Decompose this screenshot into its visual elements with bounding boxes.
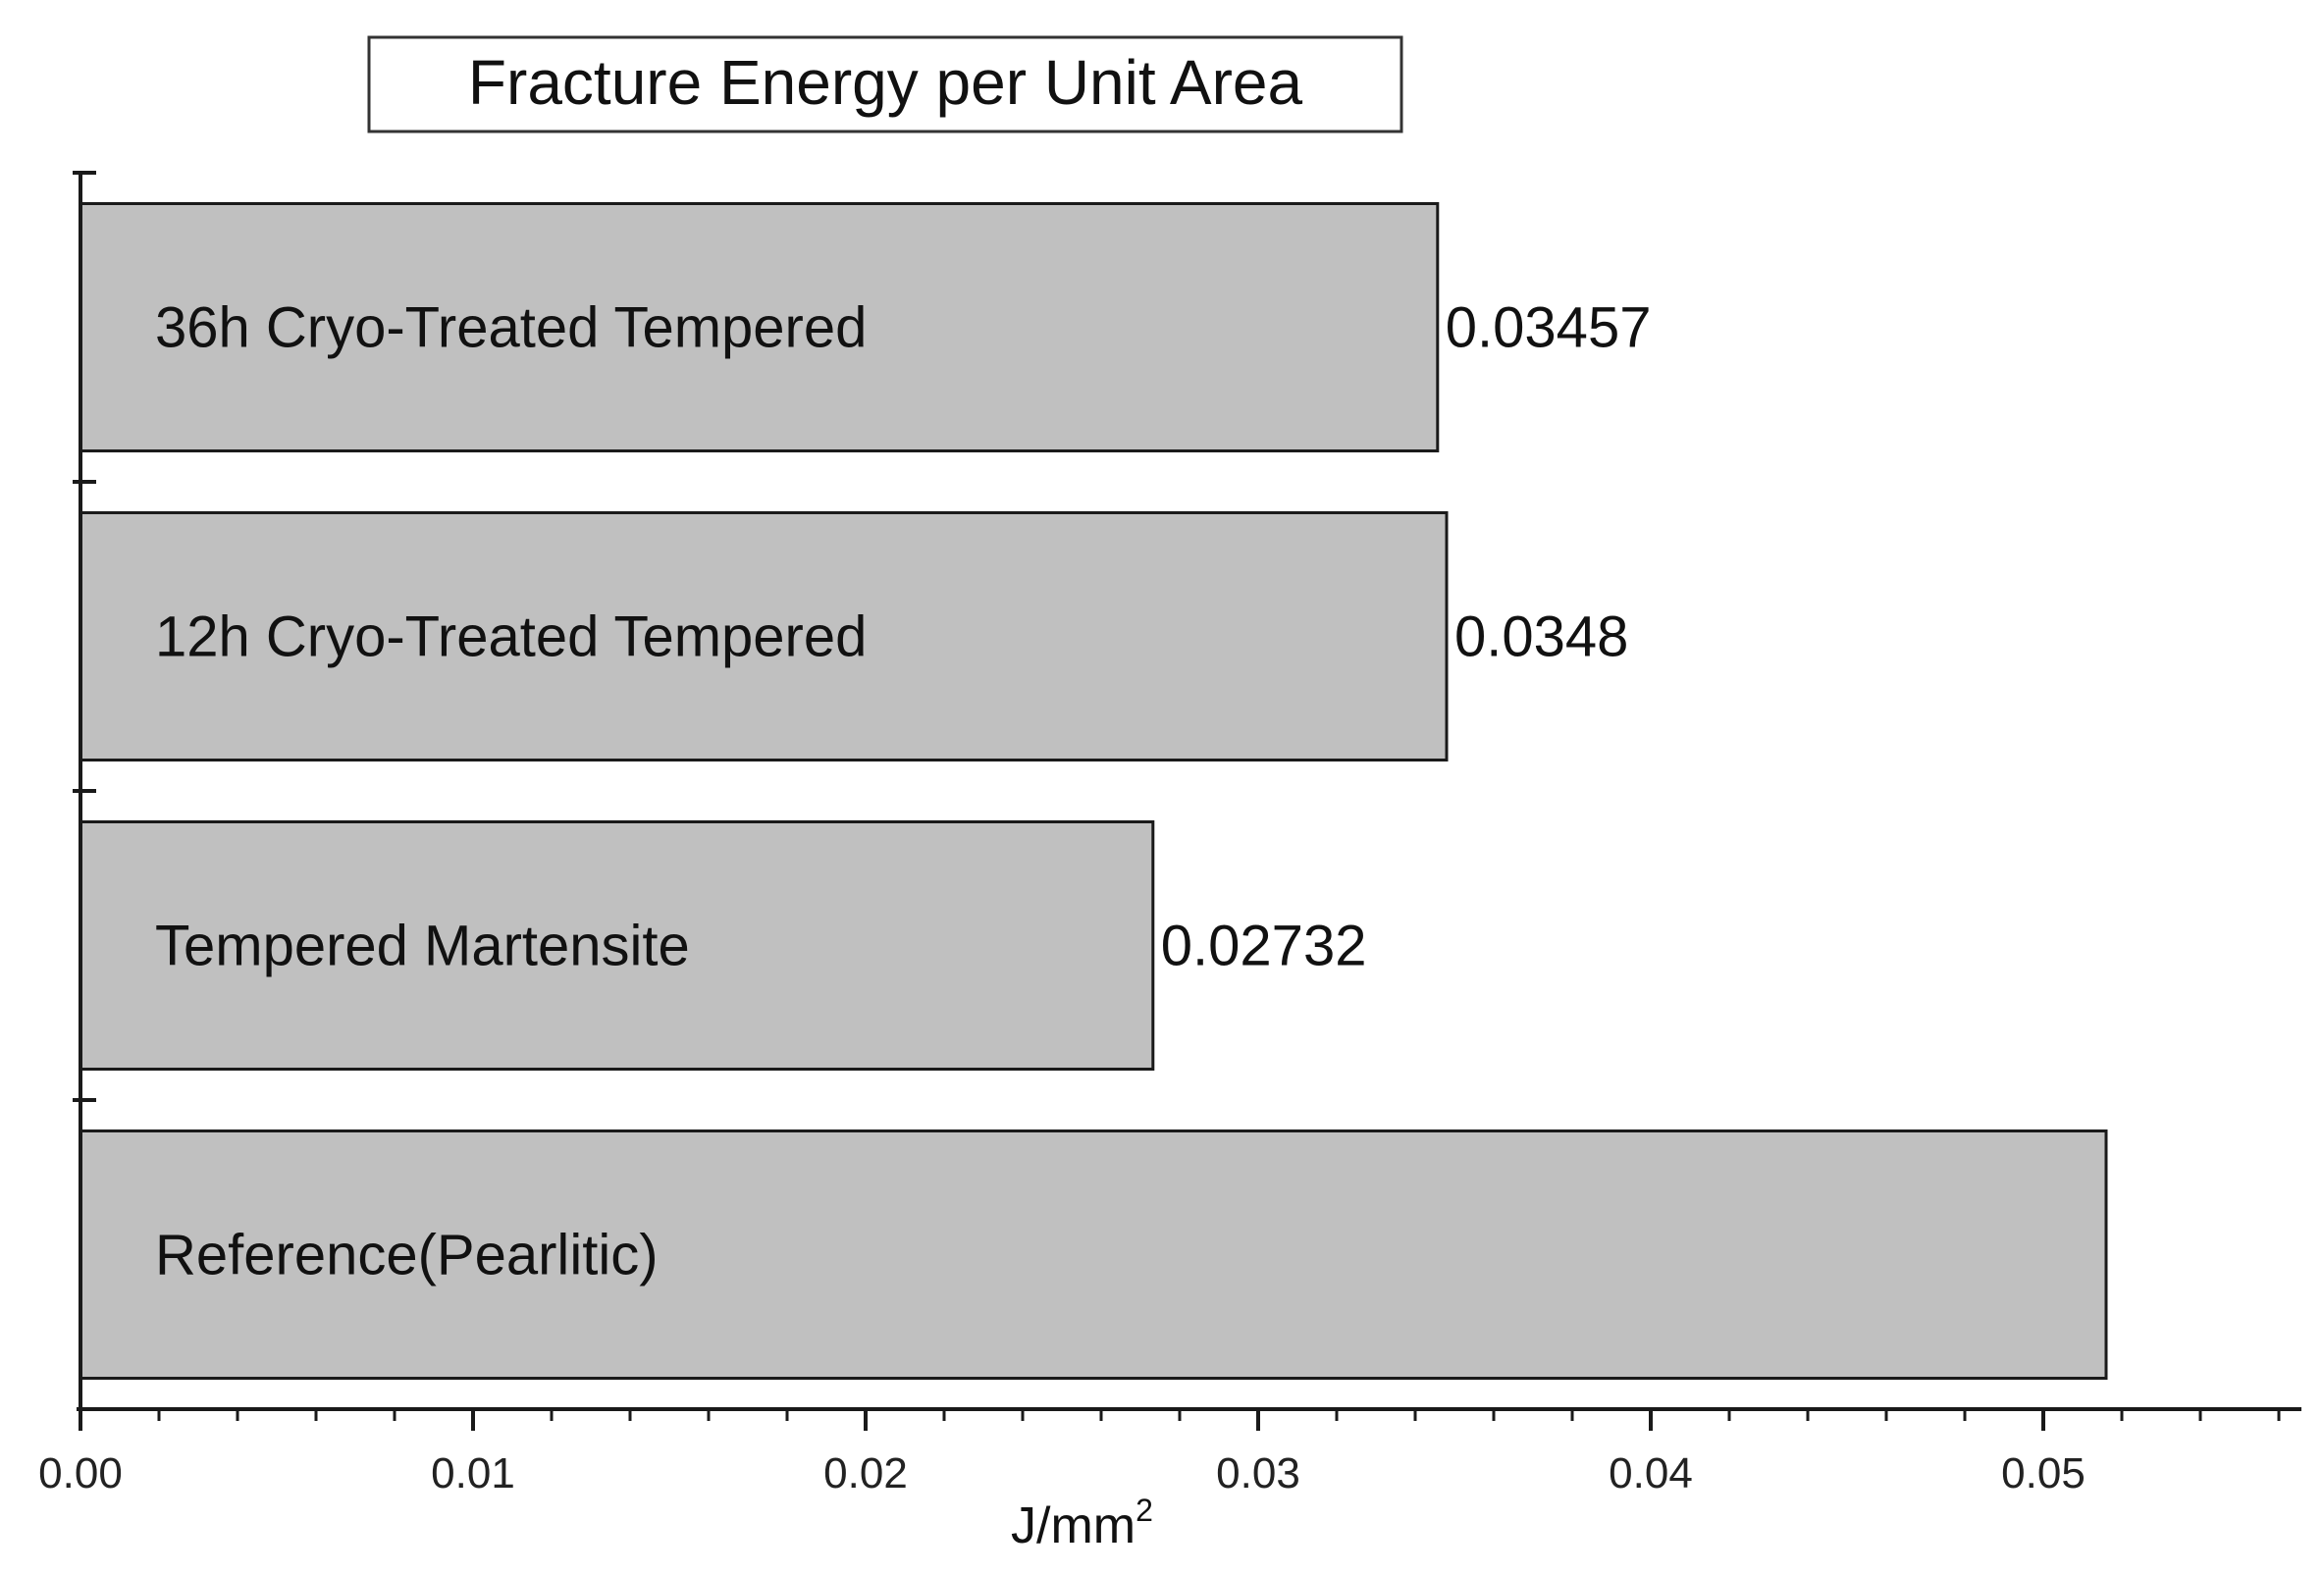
chart-title-frame <box>367 35 1403 133</box>
bar-1 <box>79 511 1449 761</box>
bars-layer <box>79 202 2108 1380</box>
bar-3 <box>79 1129 2108 1380</box>
x-axis-label: J/mm2 <box>1011 1493 1153 1554</box>
x-axis-tick-label-1: 0.01 <box>431 1449 515 1497</box>
bar-value-label-0: 0.03457 <box>1446 296 1652 360</box>
x-axis-tick-label-4: 0.04 <box>1609 1449 1693 1497</box>
labels-layer: 36h Cryo-Treated Tempered 0.03457 12h Cryo… <box>155 296 1651 1287</box>
bar-category-label-0: 36h Cryo-Treated Tempered <box>155 296 867 360</box>
bar-category-label-2: Tempered Martensite <box>155 915 690 978</box>
bar-category-label-3: Reference(Pearlitic) <box>155 1224 659 1287</box>
bar-2 <box>79 820 1155 1071</box>
x-axis-label-superscript: 2 <box>1136 1493 1153 1528</box>
x-axis-tick-label-5: 0.05 <box>2001 1449 2086 1497</box>
x-axis-tick-label-3: 0.03 <box>1216 1449 1300 1497</box>
x-axis-label-text: J/mm <box>1011 1497 1136 1554</box>
x-axis-tick-label-0: 0.00 <box>38 1449 123 1497</box>
x-axis-label-group: J/mm2 <box>1011 1493 1153 1554</box>
axis-layer: 0.00 0.01 0.02 0.03 0.04 0.05 <box>38 171 2301 1497</box>
x-axis-tick-label-2: 0.02 <box>823 1449 908 1497</box>
chart-title: Fracture Energy per Unit Area <box>468 47 1303 118</box>
bar-value-label-1: 0.0348 <box>1454 605 1628 669</box>
bar-0 <box>79 202 1440 452</box>
bar-category-label-1: 12h Cryo-Treated Tempered <box>155 605 867 669</box>
bar-value-label-2: 0.02732 <box>1161 915 1367 978</box>
chart-title-box: Fracture Energy per Unit Area <box>367 35 1403 133</box>
